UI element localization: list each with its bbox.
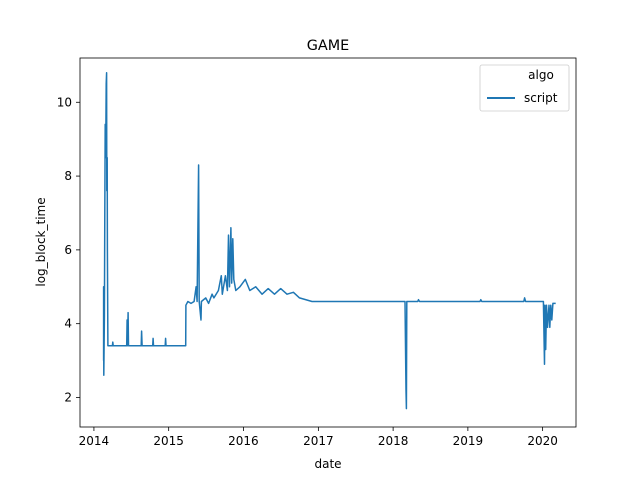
y-tick-label: 2 <box>64 390 72 404</box>
x-tick-label: 2017 <box>303 434 334 448</box>
x-tick-label: 2018 <box>378 434 409 448</box>
y-tick-label: 4 <box>64 317 72 331</box>
legend-label-script: script <box>524 91 558 105</box>
x-tick-label: 2020 <box>527 434 558 448</box>
legend-title: algo <box>528 68 554 82</box>
legend-box <box>479 64 570 112</box>
x-tick-label: 2016 <box>228 434 259 448</box>
x-axis: 2014 2015 2016 2017 2018 2019 2020 <box>79 427 558 448</box>
legend: algo script <box>479 64 570 112</box>
chart-title: GAME <box>307 38 350 54</box>
y-tick-label: 8 <box>64 169 72 183</box>
y-axis: 2 4 6 8 10 <box>57 95 80 404</box>
y-tick-label: 6 <box>64 243 72 257</box>
series-layer <box>102 72 556 410</box>
x-tick-label: 2019 <box>453 434 484 448</box>
x-axis-label: date <box>314 457 341 471</box>
y-tick-label: 10 <box>57 95 72 109</box>
x-tick-label: 2014 <box>79 434 110 448</box>
y-axis-label: log_block_time <box>34 197 48 286</box>
series-line-script <box>102 72 556 410</box>
plot-frame <box>79 57 577 428</box>
x-tick-label: 2015 <box>153 434 184 448</box>
